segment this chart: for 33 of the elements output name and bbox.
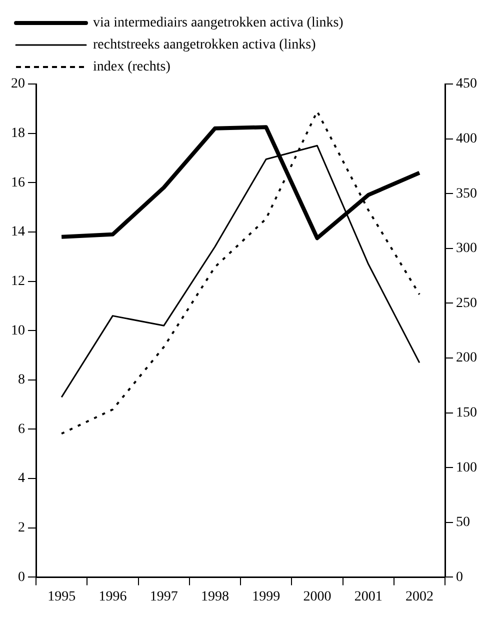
y2-tick-label: 100 (456, 460, 477, 476)
line-series (60, 110, 420, 435)
x-tick-label: 1999 (252, 589, 280, 604)
x-tick-label: 2000 (303, 589, 332, 604)
y-tick-label: 0 (18, 570, 25, 585)
y-tick-label: 4 (18, 471, 25, 486)
y2-tick-label: 400 (456, 131, 477, 146)
x-tick-label: 2002 (405, 589, 434, 604)
y2-tick-label: 250 (456, 296, 477, 311)
y-tick-label: 2 (18, 520, 25, 536)
y-tick-label: 14 (11, 224, 25, 240)
y-tick-label: 20 (11, 76, 25, 92)
y-tick-label: 16 (11, 175, 25, 190)
legend-label: via intermediairs aangetrokken activa (links) (93, 16, 344, 31)
legend-label: rechtstreeks aangetrokken activa (links) (93, 38, 316, 53)
x-tick-label: 1996 (98, 589, 127, 604)
x-tick-label: 1997 (150, 589, 178, 604)
x-tick-label: 1998 (200, 589, 229, 604)
y-tick-label: 6 (18, 422, 25, 437)
y-tick-label: 8 (18, 372, 25, 388)
legend-label: index (rechts) (93, 60, 171, 75)
x-tick-label: 2001 (354, 589, 382, 604)
x-tick-label: 1995 (48, 589, 76, 604)
y2-tick-label: 50 (456, 515, 470, 530)
y2-tick-label: 300 (456, 241, 477, 256)
y-tick-label: 10 (11, 323, 25, 338)
y2-tick-label: 150 (456, 405, 477, 420)
y2-tick-label: 350 (456, 186, 477, 202)
y2-tick-label: 200 (456, 350, 477, 366)
y-tick-label: 12 (11, 274, 25, 289)
y2-tick-label: 450 (456, 76, 477, 92)
y2-tick-label: 0 (456, 570, 463, 585)
y-tick-label: 18 (11, 126, 25, 141)
